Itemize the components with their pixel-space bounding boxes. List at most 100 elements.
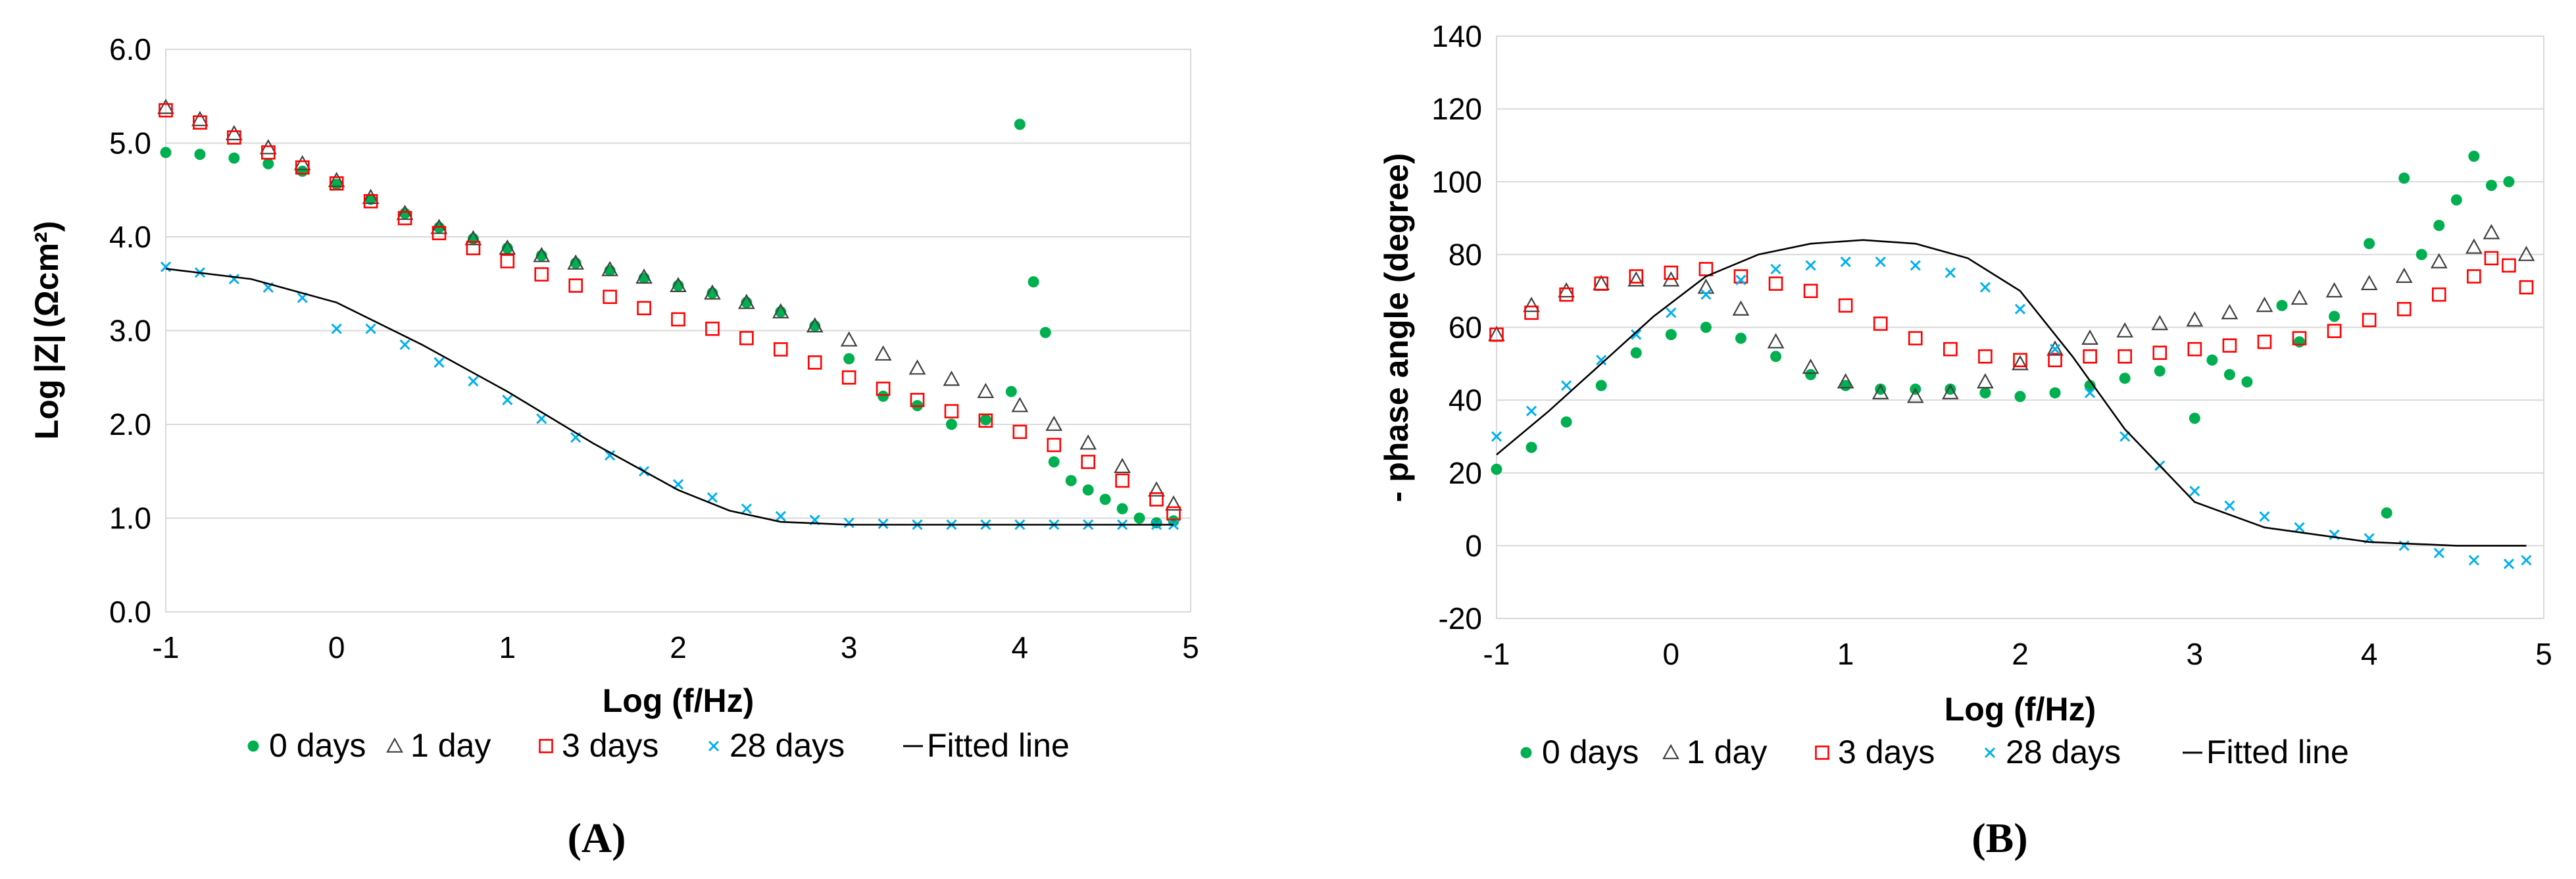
panel-b-point-3-days bbox=[2257, 334, 2272, 349]
panel-b-point-0-days bbox=[1560, 416, 1572, 428]
panel-b-point-1-day bbox=[2430, 253, 2448, 268]
panel-b-y-tick-label: 0 bbox=[1465, 528, 1482, 563]
panel-b-point-1-day bbox=[1871, 384, 1889, 399]
panel-a-point-1-day bbox=[1148, 481, 1165, 497]
panel-a-point-1-day bbox=[908, 359, 926, 375]
panel-b-y-tick-label: 40 bbox=[1449, 383, 1482, 417]
panel-b-point-3-days bbox=[2152, 345, 2167, 361]
panel-a-point-3-days bbox=[1149, 492, 1164, 507]
panel-a-point-3-days bbox=[193, 115, 207, 130]
panel-b-legend-swatch-0-days bbox=[1520, 747, 1532, 759]
panel-a-point-28-days bbox=[878, 518, 889, 530]
panel-a-y-tick-label: 6.0 bbox=[109, 32, 151, 66]
panel-a-point-1-day bbox=[157, 99, 174, 114]
panel-b-point-28-days bbox=[2224, 500, 2235, 511]
panel-a-x-tick-label: 3 bbox=[841, 630, 858, 665]
panel-a-point-3-days bbox=[637, 301, 651, 316]
panel-a-point-0-days bbox=[1133, 513, 1145, 524]
panel-b-point-0-days bbox=[2241, 376, 2253, 388]
panel-b-legend-label-3-days: 3 days bbox=[1838, 734, 1935, 770]
panel-b-point-3-days bbox=[2083, 349, 2097, 364]
panel-b-point-3-days bbox=[1768, 276, 1783, 291]
panel-a-point-28-days bbox=[741, 503, 752, 515]
panel-b-x-ticks: -1 0 1 2 3 4 5 bbox=[1483, 637, 2552, 671]
panel-b-point-0-days bbox=[1700, 322, 1712, 333]
panel-b-x-tick-label: 0 bbox=[1663, 637, 1680, 671]
panel-b-point-1-day bbox=[1977, 373, 1994, 389]
panel-b-point-1-day bbox=[2116, 322, 2134, 338]
panel-b-point-0-days bbox=[2381, 507, 2392, 519]
panel-a-point-0-days bbox=[1039, 326, 1051, 338]
panel-b-point-28-days bbox=[1735, 274, 1746, 286]
panel-b-point-0-days bbox=[1979, 387, 1991, 399]
panel-b-point-1-day bbox=[1593, 274, 1610, 291]
panel-a-point-3-days bbox=[466, 241, 481, 255]
panel-a-point-1-day bbox=[533, 247, 551, 263]
panel-a-point-3-days bbox=[1012, 424, 1028, 440]
panel-b-series bbox=[1488, 151, 2535, 570]
panel-a-point-3-days bbox=[534, 267, 549, 282]
panel-b-point-0-days bbox=[1525, 441, 1537, 453]
panel-b-y-tick-label: 80 bbox=[1449, 238, 1482, 272]
panel-a-legend-swatch-1-day bbox=[386, 737, 403, 753]
panel-b-gridlines bbox=[1497, 36, 2544, 619]
panel-b-legend-swatch-3-days bbox=[1815, 745, 1829, 760]
panel-a-point-0-days bbox=[1014, 118, 1026, 130]
panel-a-legend-label-1-day: 1 day bbox=[410, 727, 491, 764]
panel-b-legend: 0 days 1 day 3 days 28 days Fitted line bbox=[1520, 734, 2349, 770]
panel-a-point-0-days bbox=[1151, 517, 1162, 529]
panel-a-point-3-days bbox=[159, 103, 173, 118]
panel-b-point-1-day bbox=[2395, 267, 2413, 283]
panel-a-point-1-day bbox=[499, 239, 516, 255]
panel-b-point-1-day bbox=[2483, 224, 2500, 239]
panel-b-point-3-days bbox=[2048, 353, 2062, 368]
panel-a-point-0-days bbox=[945, 418, 957, 430]
panel-b-point-0-days bbox=[2485, 180, 2497, 191]
panel-b-point-28-days bbox=[1944, 267, 1956, 278]
panel-a-fitted-line bbox=[165, 268, 1174, 526]
panel-b-point-28-days bbox=[2521, 555, 2532, 566]
panel-a-point-0-days bbox=[160, 147, 172, 159]
panel-a-point-3-days bbox=[841, 370, 856, 385]
panel-b-y-tick-label: 140 bbox=[1431, 19, 1482, 53]
panel-a-point-28-days bbox=[706, 492, 718, 503]
panel-b-point-1-day bbox=[2465, 238, 2483, 254]
panel-b-legend-label-0-days: 0 days bbox=[1542, 734, 1639, 770]
panel-b-point-3-days bbox=[1489, 327, 1504, 342]
panel-b-point-0-days bbox=[2433, 220, 2445, 232]
panel-b-point-1-day bbox=[2046, 340, 2064, 356]
panel-a-point-28-days bbox=[399, 339, 410, 350]
panel-a-y-tick-label: 5.0 bbox=[109, 126, 151, 161]
panel-a-x-tick-label: 5 bbox=[1182, 630, 1199, 665]
panel-a-point-3-days bbox=[739, 331, 754, 345]
panel-b-point-28-days bbox=[2050, 343, 2061, 355]
panel-b-point-1-day bbox=[1627, 271, 1645, 287]
panel-b-point-28-days bbox=[2085, 388, 2096, 399]
panel-a-point-0-days bbox=[1082, 484, 1094, 496]
panel-a-x-tick-label: 1 bbox=[499, 630, 516, 665]
panel-a-point-1-day bbox=[225, 124, 243, 141]
panel-a-label: (A) bbox=[568, 815, 626, 861]
panel-a-point-3-days bbox=[568, 278, 583, 293]
panel-a-legend-label-28-days: 28 days bbox=[730, 727, 845, 764]
panel-b-point-3-days bbox=[1803, 284, 1818, 298]
panel-b-point-3-days bbox=[1838, 298, 1853, 313]
panel-b-point-28-days bbox=[1770, 263, 1781, 275]
panel-b-legend-label-28-days: 28 days bbox=[2006, 734, 2121, 770]
panel-a-label-letter: A bbox=[582, 815, 612, 861]
panel-b-point-3-days bbox=[1908, 331, 1923, 345]
panel-b-point-0-days bbox=[2450, 194, 2462, 206]
panel-a-point-3-days bbox=[397, 211, 412, 226]
panel-a-point-28-days bbox=[605, 449, 616, 461]
panel-a-legend-swatch-3-days bbox=[539, 739, 553, 753]
panel-b-point-28-days bbox=[1805, 260, 1816, 271]
panel-a-point-1-day bbox=[943, 370, 960, 386]
panel-b-point-3-days bbox=[2222, 338, 2237, 353]
panel-a-gridlines bbox=[166, 49, 1191, 613]
panel-a-legend-label-0-days: 0 days bbox=[269, 727, 366, 764]
panel-a-point-28-days bbox=[365, 323, 376, 334]
panel-b-x-tick-label: 3 bbox=[2187, 637, 2204, 671]
panel-b-point-28-days bbox=[1491, 431, 1502, 442]
panel-a-point-1-day bbox=[191, 111, 209, 126]
panel-a-point-0-days bbox=[262, 158, 274, 170]
